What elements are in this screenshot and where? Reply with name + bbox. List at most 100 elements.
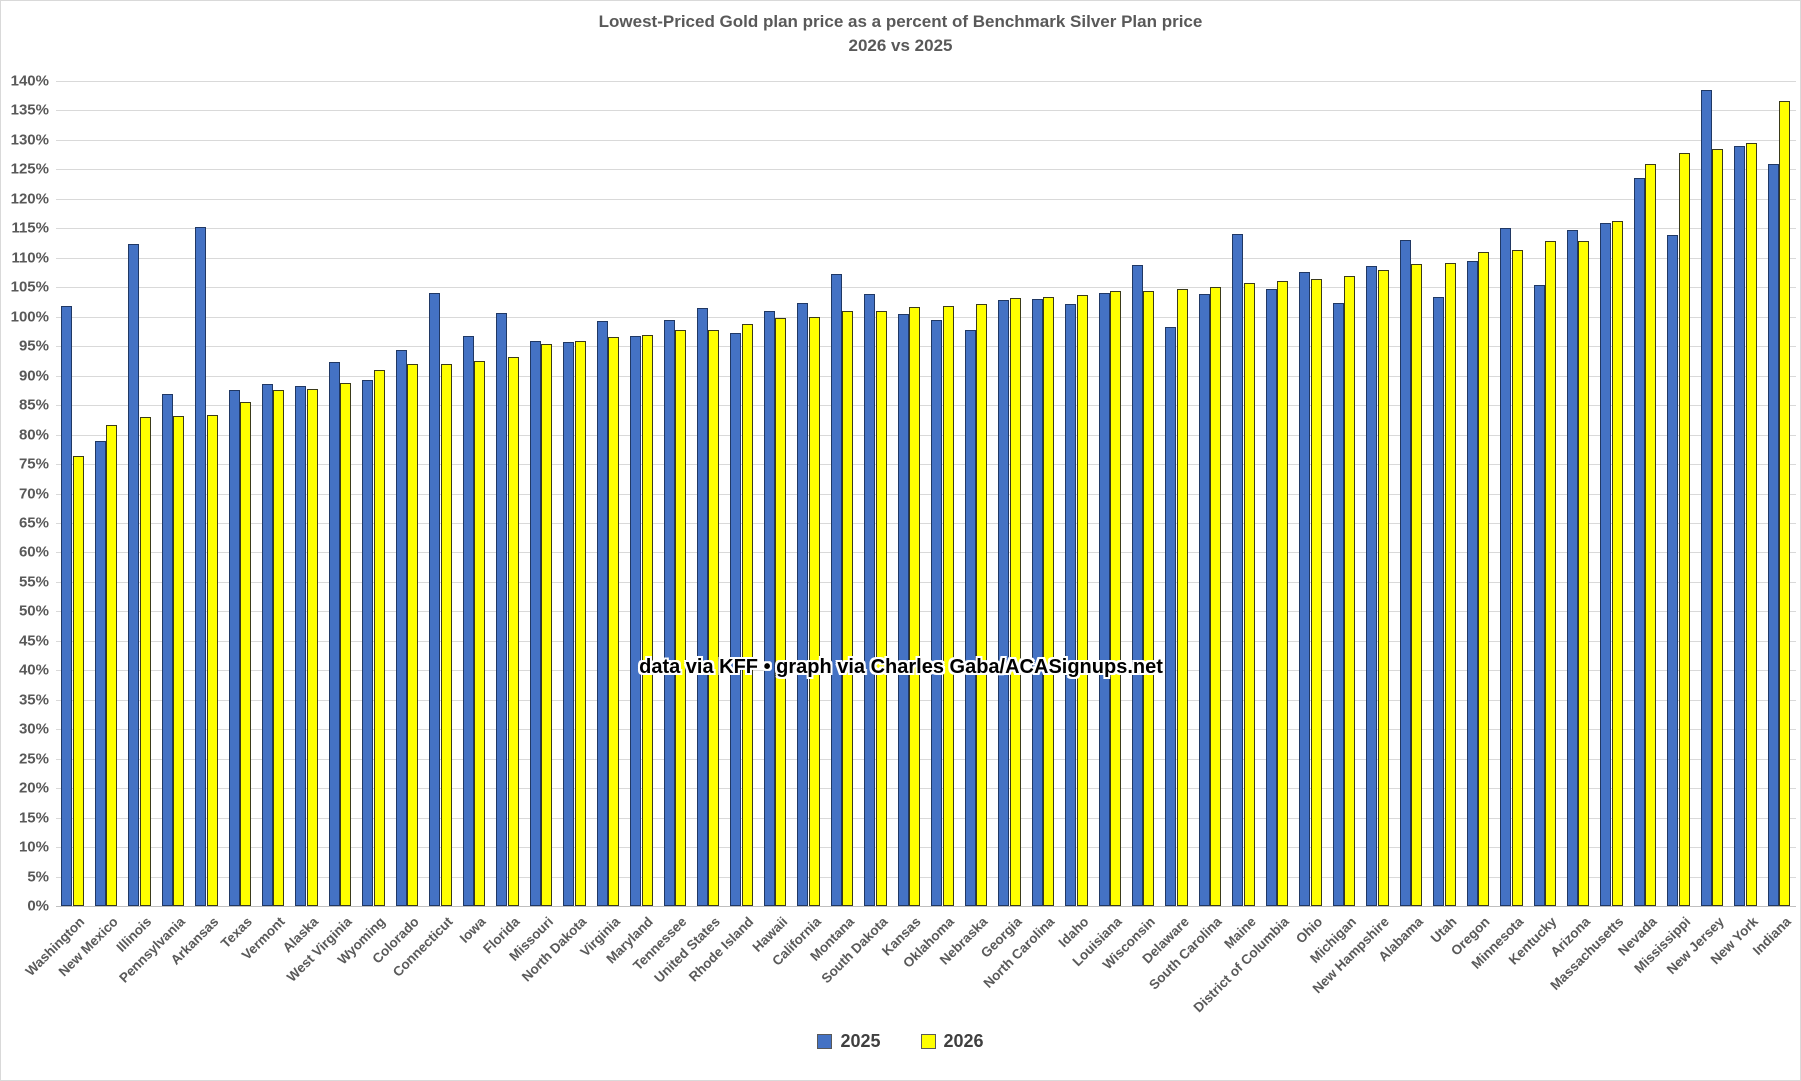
- bar-2026-tennessee: [675, 330, 686, 906]
- gridline: [56, 552, 1796, 554]
- bar-2025-massachusetts: [1600, 223, 1612, 906]
- bar-2025-nebraska: [964, 329, 976, 906]
- y-axis-tick-label: 80%: [18, 426, 49, 444]
- gridline: [56, 758, 1796, 760]
- bar-2026-california: [808, 317, 820, 906]
- bar-2026-mississippi: [1678, 152, 1690, 906]
- bar-2025-west-virginia: [328, 362, 340, 906]
- gridline: [56, 346, 1796, 348]
- bar-2025-rhode-island: [730, 332, 742, 906]
- y-axis-tick-label: 15%: [18, 809, 49, 827]
- bar-2026-wisconsin: [1143, 290, 1155, 906]
- bar-2025-hawaii: [763, 310, 775, 906]
- bar-2025-oregon: [1466, 261, 1478, 906]
- bar-2025-kentucky: [1533, 284, 1545, 906]
- bar-2026-ohio: [1310, 279, 1322, 906]
- bar-2025-connecticut: [429, 293, 441, 906]
- bar-2025-new-mexico: [94, 441, 106, 906]
- bar-2025-new-york: [1734, 146, 1746, 906]
- bar-2026-united-states: [708, 329, 720, 906]
- bar-2026-kansas: [909, 307, 921, 906]
- gridline: [56, 493, 1796, 495]
- bar-2026-new-hampshire: [1377, 270, 1389, 906]
- chart-title-line1: Lowest-Priced Gold plan price as a perce…: [598, 12, 1203, 31]
- bar-2025-idaho: [1065, 303, 1077, 906]
- bar-2025-new-hampshire: [1366, 266, 1378, 906]
- gridline: [56, 817, 1796, 819]
- bar-2026-indiana: [1779, 101, 1791, 906]
- y-axis-tick-label: 10%: [18, 838, 49, 856]
- bar-2025-louisiana: [1098, 292, 1110, 906]
- bar-2025-arizona: [1566, 229, 1578, 906]
- bar-2026-district-of-columbia: [1277, 280, 1289, 906]
- y-axis-tick-label: 65%: [18, 514, 49, 532]
- bar-2026-north-dakota: [574, 340, 586, 906]
- bar-2025-south-dakota: [864, 293, 876, 906]
- bar-2026-hawaii: [775, 318, 787, 906]
- gridline: [56, 699, 1796, 701]
- gridline: [56, 110, 1796, 112]
- bar-2026-maine: [1243, 283, 1255, 906]
- y-axis-tick-label: 115%: [11, 219, 49, 237]
- gridline: [56, 670, 1796, 672]
- legend-swatch-2026-icon: [920, 1034, 936, 1049]
- bar-2025-montana: [830, 274, 842, 906]
- bar-2025-united-states: [696, 307, 708, 906]
- legend-label-2025: 2025: [840, 1031, 881, 1051]
- bar-2026-missouri: [541, 343, 553, 906]
- bar-2026-arizona: [1578, 240, 1590, 906]
- y-axis-tick-label: 20%: [18, 779, 49, 797]
- bar-2025-maryland: [630, 336, 642, 906]
- bar-2025-oklahoma: [931, 319, 943, 906]
- bar-2026-oregon: [1478, 252, 1490, 906]
- bar-2026-minnesota: [1511, 249, 1523, 906]
- y-axis-tick-label: 30%: [18, 720, 49, 738]
- gridline: [56, 581, 1796, 583]
- bar-2026-delaware: [1176, 289, 1188, 906]
- bar-2025-pennsylvania: [161, 393, 173, 906]
- bar-2026-alabama: [1411, 263, 1423, 906]
- bar-2026-oklahoma: [942, 306, 954, 906]
- bar-2026-connecticut: [440, 363, 452, 906]
- bar-2026-new-mexico: [106, 425, 118, 906]
- gridline: [56, 169, 1796, 171]
- bar-2025-missouri: [529, 340, 541, 906]
- bar-2025-wisconsin: [1131, 265, 1143, 906]
- y-axis-tick-label: 125%: [10, 160, 49, 178]
- bar-2025-colorado: [395, 350, 407, 906]
- gridline: [56, 522, 1796, 524]
- bar-2026-colorado: [407, 364, 419, 906]
- bar-2026-maryland: [641, 334, 653, 906]
- bar-2026-idaho: [1076, 294, 1088, 906]
- gridline: [56, 316, 1796, 318]
- bar-2026-nevada: [1645, 163, 1657, 906]
- gridline: [56, 81, 1796, 82]
- bar-2025-alaska: [295, 386, 307, 906]
- bar-2026-georgia: [1009, 297, 1021, 906]
- y-axis-tick-label: 50%: [18, 602, 49, 620]
- bar-2025-north-dakota: [563, 342, 575, 906]
- gridline: [56, 847, 1796, 849]
- bar-2026-arkansas: [206, 415, 218, 906]
- bar-2025-illinois: [128, 243, 140, 906]
- bar-2025-delaware: [1165, 326, 1177, 906]
- legend-swatch-2025-icon: [817, 1034, 833, 1049]
- y-axis-tick-label: 45%: [18, 632, 49, 650]
- y-axis-tick-label: 100%: [10, 308, 49, 326]
- bar-2026-florida: [507, 356, 519, 906]
- bar-2025-ohio: [1299, 271, 1311, 906]
- bar-2026-wyoming: [373, 369, 385, 906]
- y-axis-tick-label: 110%: [11, 249, 49, 267]
- gridline: [56, 257, 1796, 259]
- y-axis-tick-label: 5%: [27, 868, 49, 886]
- bar-2025-minnesota: [1500, 228, 1512, 906]
- bar-2025-utah: [1433, 296, 1445, 906]
- y-axis-tick-label: 35%: [18, 691, 49, 709]
- bar-2025-california: [797, 303, 809, 906]
- bar-2025-florida: [496, 313, 508, 906]
- source-annotation: data via KFF • graph via Charles Gaba/AC…: [639, 656, 1163, 678]
- bar-2026-washington: [72, 456, 84, 906]
- bar-2025-texas: [228, 389, 240, 906]
- y-axis-tick-label: 95%: [18, 337, 49, 355]
- y-axis-tick-label: 105%: [10, 278, 49, 296]
